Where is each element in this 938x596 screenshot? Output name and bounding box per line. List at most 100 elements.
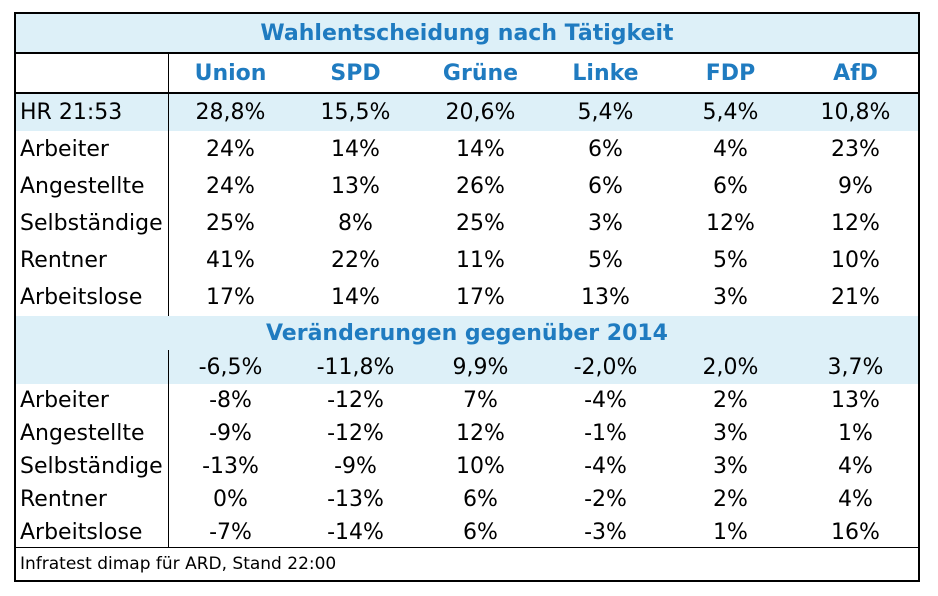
table-cell: 10,8% [820, 100, 891, 125]
table-cell: -4% [584, 388, 627, 413]
table-cell: -7% [209, 519, 252, 545]
table-row: Angestellte -9% -12% 12% -1% 3% 1% [16, 417, 918, 450]
table-cell: 14% [331, 285, 380, 310]
table-cell: 3% [588, 211, 623, 236]
table-cell: 4% [838, 454, 873, 479]
table-row: Arbeitslose -7% -14% 6% -3% 1% 16% [16, 516, 918, 548]
source-footer: Infratest dimap für ARD, Stand 22:00 [20, 554, 337, 574]
table-cell: 6% [588, 174, 623, 199]
table-cell: -13% [327, 487, 384, 512]
table-row: Arbeiter -8% -12% 7% -4% 2% 13% [16, 384, 918, 417]
table-cell: 5% [588, 248, 623, 273]
table-cell: -3% [584, 519, 627, 545]
table-cell: 6% [463, 487, 498, 512]
column-header-fdp: FDP [705, 60, 756, 86]
table-cell: 12% [831, 211, 880, 236]
row-label: HR 21:53 [20, 100, 123, 125]
row-label: Arbeitslose [20, 519, 143, 545]
row-label: Arbeitslose [20, 285, 143, 310]
table-row: Rentner 41% 22% 11% 5% 5% 10% [16, 242, 918, 279]
table-row: Selbständige 25% 8% 25% 3% 12% 12% [16, 205, 918, 242]
table-cell: 26% [456, 174, 505, 199]
row-label: Rentner [20, 248, 107, 273]
footer-divider [16, 547, 918, 548]
table-cell: 41% [206, 248, 255, 273]
table-cell: 25% [206, 211, 255, 236]
section-title-row: Veränderungen gegenüber 2014 [16, 316, 918, 350]
table-cell: 13% [331, 174, 380, 199]
table-cell: 10% [456, 454, 505, 479]
table-cell: 5% [713, 248, 748, 273]
table-cell: 2% [713, 388, 748, 413]
row-label [16, 350, 168, 384]
table-cell: 3,7% [827, 354, 884, 380]
table-cell: 10% [831, 248, 880, 273]
table-cell: -9% [334, 454, 377, 479]
table-row: -6,5% -11,8% 9,9% -2,0% 2,0% 3,7% [16, 350, 918, 384]
table-cell: 2,0% [702, 354, 759, 380]
table-cell: 4% [713, 137, 748, 162]
table-cell: -12% [327, 388, 384, 413]
table-row: Angestellte 24% 13% 26% 6% 6% 9% [16, 168, 918, 205]
table-cell: -4% [584, 454, 627, 479]
table-cell: 23% [831, 137, 880, 162]
row-label: Angestellte [20, 421, 145, 446]
table-cell: 13% [831, 388, 880, 413]
table-cell: 24% [206, 174, 255, 199]
table-cell: 8% [338, 211, 373, 236]
table-cell: 6% [463, 519, 498, 545]
table-cell: 1% [713, 519, 748, 545]
table-cell: 16% [831, 519, 880, 545]
table-cell: 13% [581, 285, 630, 310]
table-row: Rentner 0% -13% 6% -2% 2% 4% [16, 483, 918, 516]
row-label: Selbständige [20, 454, 163, 479]
column-header-linke: Linke [572, 60, 639, 86]
table-cell: -6,5% [198, 354, 263, 380]
table-row: Selbständige -13% -9% 10% -4% 3% 4% [16, 450, 918, 483]
table-cell: 1% [838, 421, 873, 446]
table-cell: 20,6% [445, 100, 516, 125]
table-cell: -11,8% [316, 354, 395, 380]
table-cell: -9% [209, 421, 252, 446]
table-cell: 0% [213, 487, 248, 512]
table-cell: 28,8% [195, 100, 266, 125]
table-cell: 3% [713, 454, 748, 479]
table-cell: 9,9% [452, 354, 509, 380]
column-header-spd: SPD [330, 60, 381, 86]
column-divider [168, 54, 169, 316]
table-row: Arbeiter 24% 14% 14% 6% 4% 23% [16, 131, 918, 168]
table-row: HR 21:53 28,8% 15,5% 20,6% 5,4% 5,4% 10,… [16, 94, 918, 131]
table-cell: -2% [584, 487, 627, 512]
header-row: Union SPD Grüne Linke FDP AfD [16, 54, 918, 94]
table-cell: -14% [327, 519, 384, 545]
column-header-union: Union [194, 60, 267, 86]
row-label: Arbeiter [20, 388, 109, 413]
column-header-gruene: Grüne [442, 60, 519, 86]
table-cell: 24% [206, 137, 255, 162]
column-header-afd: AfD [833, 60, 878, 86]
section-title: Veränderungen gegenüber 2014 [265, 320, 668, 346]
table-cell: 6% [713, 174, 748, 199]
table-cell: 4% [838, 487, 873, 512]
header-corner [16, 54, 168, 92]
table-cell: -12% [327, 421, 384, 446]
table-cell: 6% [588, 137, 623, 162]
row-label: Selbständige [20, 211, 163, 236]
table-cell: -13% [202, 454, 259, 479]
table-cell: -2,0% [573, 354, 638, 380]
table-cell: 14% [331, 137, 380, 162]
table-cell: 9% [838, 174, 873, 199]
table-cell: -8% [209, 388, 252, 413]
table-cell: 5,4% [577, 100, 634, 125]
table-cell: 2% [713, 487, 748, 512]
table-row: Arbeitslose 17% 14% 17% 13% 3% 21% [16, 279, 918, 316]
table-cell: 15,5% [320, 100, 391, 125]
row-label: Angestellte [20, 174, 145, 199]
table-cell: 17% [206, 285, 255, 310]
table-cell: 7% [463, 388, 498, 413]
table-cell: -1% [584, 421, 627, 446]
table-cell: 25% [456, 211, 505, 236]
table-title: Wahlentscheidung nach Tätigkeit [260, 20, 674, 46]
table-cell: 3% [713, 421, 748, 446]
table-cell: 5,4% [702, 100, 759, 125]
